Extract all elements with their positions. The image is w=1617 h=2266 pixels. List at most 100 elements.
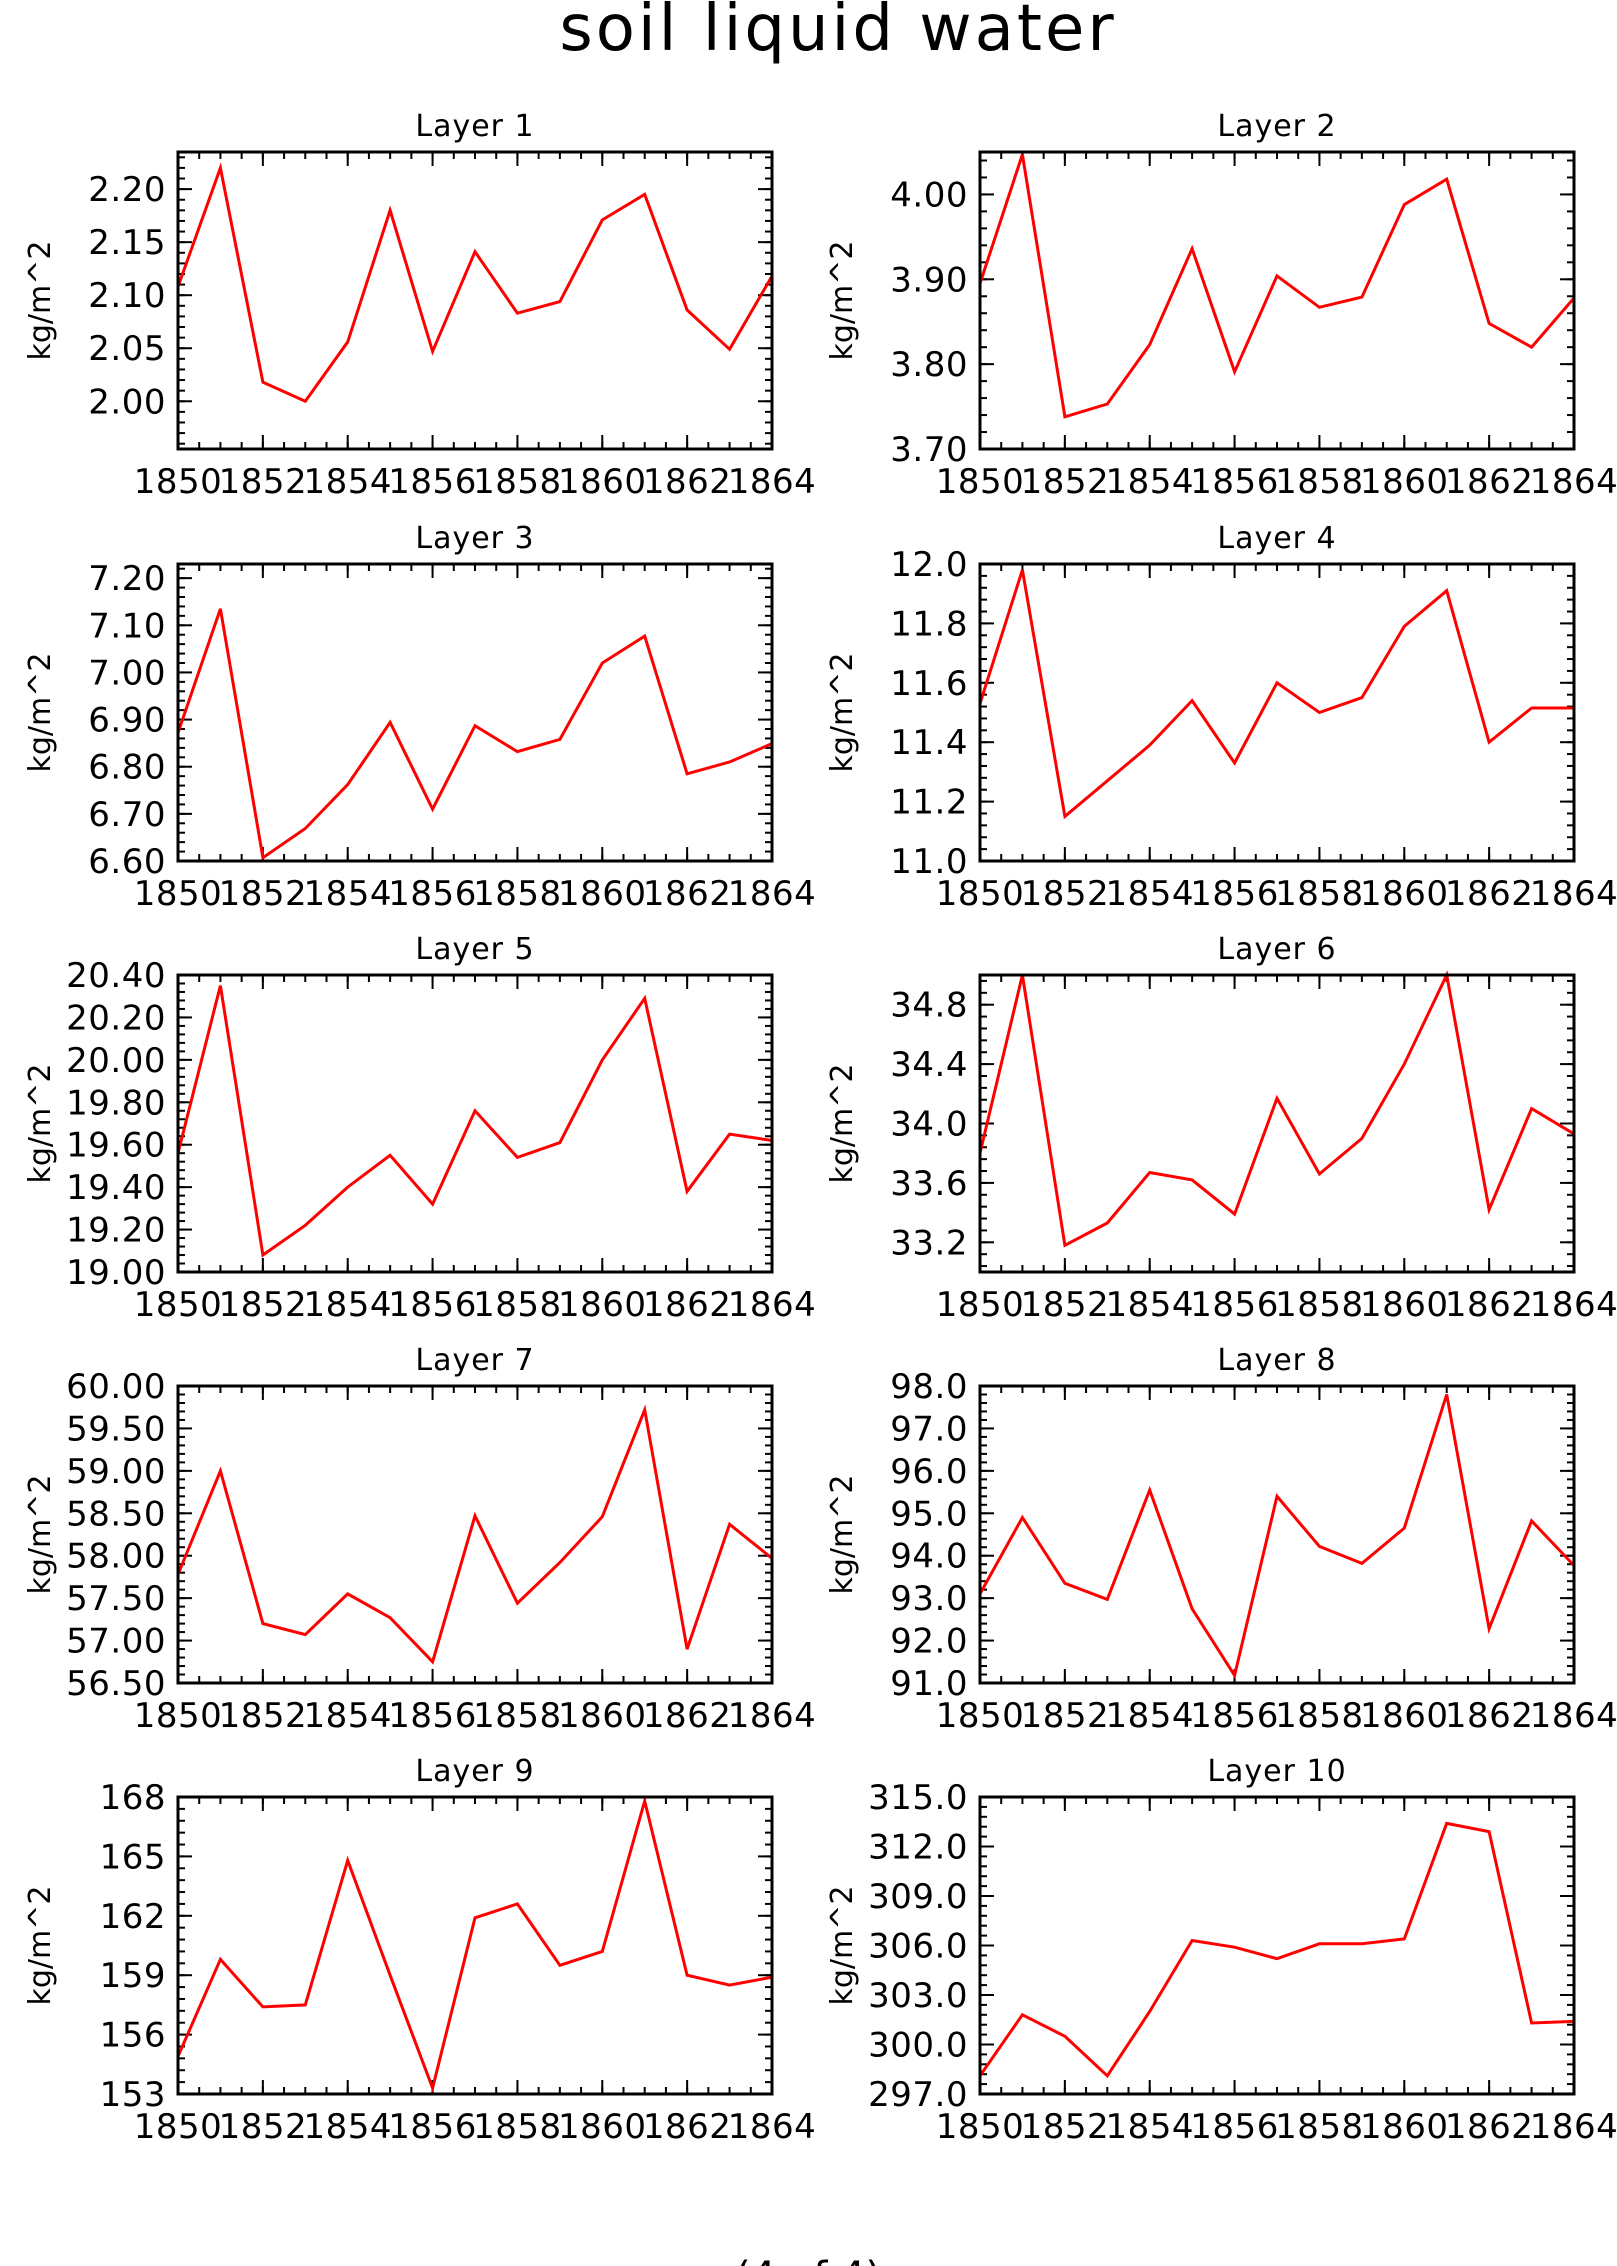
panel-title: Layer 10 [1207,1754,1346,1789]
y-tick-label: 57.00 [66,1622,166,1662]
x-tick-label: 1852 [1021,2107,1110,2147]
x-tick-label: 1852 [219,462,308,502]
y-tick-label: 33.2 [890,1223,968,1263]
x-tick-label: 1860 [558,1285,647,1325]
y-tick-label: 6.70 [88,795,166,835]
series-line [978,970,1575,1248]
x-tick-label: 1856 [1190,874,1279,914]
panel-title: Layer 3 [415,521,534,556]
plot-frame [978,150,1576,451]
y-tick-label: 11.6 [890,664,968,704]
series-line [176,985,773,1258]
y-tick-label: 2.20 [88,170,166,210]
x-tick-label: 1850 [936,462,1025,502]
y-axis-label: kg/m^2 [23,1475,58,1595]
y-tick-label: 6.90 [88,701,166,741]
y-tick-label: 59.00 [66,1452,166,1492]
x-tick-label: 1864 [728,1696,817,1736]
y-tick-label: 19.40 [66,1168,166,1208]
chart-panel-5: Layer 5kg/m^2185018521854185618581860186… [23,932,816,1325]
x-tick-label: 1864 [728,1285,817,1325]
x-tick-label: 1850 [134,462,223,502]
y-tick-label: 58.00 [66,1537,166,1577]
plot-frame [978,973,1576,1274]
y-axis-label: kg/m^2 [825,1886,860,2006]
x-tick-label: 1862 [643,462,732,502]
x-tick-label: 1864 [728,874,817,914]
y-tick-label: 60.00 [66,1367,166,1407]
y-tick-label: 3.80 [890,345,968,385]
chart-panel-6: Layer 6kg/m^2185018521854185618581860186… [825,932,1617,1325]
y-tick-label: 11.0 [890,842,968,882]
series-line [176,162,774,404]
y-tick-label: 93.0 [890,1579,968,1619]
x-tick-label: 1854 [1105,2107,1194,2147]
x-tick-label: 1860 [1360,2107,1449,2147]
y-tick-label: 91.0 [890,1664,968,1704]
y-tick-label: 11.2 [890,783,968,823]
x-tick-label: 1852 [219,874,308,914]
figure-title: soil liquid water [559,0,1116,66]
y-tick-label: 59.50 [66,1409,166,1449]
x-tick-label: 1858 [473,874,562,914]
x-tick-label: 1850 [936,2107,1025,2147]
y-tick-label: 309.0 [868,1877,968,1917]
x-tick-label: 1852 [1021,462,1110,502]
y-axis-label: kg/m^2 [825,241,860,361]
x-tick-label: 1856 [1190,462,1279,502]
figure-footer: (4 of 4) [735,2254,881,2266]
x-tick-label: 1854 [1105,874,1194,914]
y-axis-label: kg/m^2 [23,1064,58,1184]
y-axis-label: kg/m^2 [825,653,860,773]
panel-title: Layer 9 [415,1754,534,1789]
chart-panels: Layer 1kg/m^2185018521854185618581860186… [23,109,1617,2147]
y-tick-label: 56.50 [66,1664,166,1704]
y-tick-label: 11.8 [890,604,968,644]
y-tick-label: 165 [100,1837,166,1877]
y-tick-label: 96.0 [890,1452,968,1492]
chart-panel-4: Layer 4kg/m^2185018521854185618581860186… [825,521,1617,914]
y-tick-label: 34.0 [890,1105,968,1145]
y-tick-label: 20.40 [66,956,166,996]
x-tick-label: 1858 [473,2107,562,2147]
y-tick-label: 2.10 [88,276,166,316]
x-tick-label: 1862 [643,1696,732,1736]
x-tick-label: 1864 [728,2107,817,2147]
y-axis-label: kg/m^2 [825,1475,860,1595]
y-tick-label: 156 [100,2016,166,2056]
x-tick-label: 1862 [1445,2107,1534,2147]
x-tick-label: 1862 [1445,1285,1534,1325]
y-tick-label: 95.0 [890,1494,968,1534]
x-tick-label: 1852 [1021,1696,1110,1736]
plot-frame [176,1795,774,2096]
plot-frame [176,150,774,451]
x-tick-label: 1860 [558,874,647,914]
x-tick-label: 1862 [643,2107,732,2147]
plot-frame [176,1384,774,1685]
y-tick-label: 3.90 [890,260,968,300]
x-tick-label: 1856 [388,1696,477,1736]
x-tick-label: 1854 [303,874,392,914]
y-tick-label: 19.20 [66,1211,166,1251]
x-tick-label: 1850 [134,874,223,914]
x-tick-label: 1862 [643,1285,732,1325]
x-tick-label: 1856 [1190,1285,1279,1325]
x-tick-label: 1858 [1275,1696,1364,1736]
y-tick-label: 297.0 [868,2075,968,2115]
y-tick-label: 6.80 [88,748,166,788]
y-tick-label: 19.80 [66,1083,166,1123]
x-tick-label: 1862 [1445,874,1534,914]
y-tick-label: 306.0 [868,1927,968,1967]
x-tick-label: 1860 [1360,462,1449,502]
plot-frame [978,1384,1576,1685]
x-tick-label: 1860 [1360,874,1449,914]
y-tick-label: 57.50 [66,1579,166,1619]
x-tick-label: 1850 [936,874,1025,914]
x-tick-label: 1856 [388,1285,477,1325]
y-tick-label: 168 [100,1778,166,1818]
x-tick-label: 1858 [473,1285,562,1325]
x-tick-label: 1864 [1530,1696,1617,1736]
x-tick-label: 1854 [303,2107,392,2147]
y-axis-label: kg/m^2 [825,1064,860,1184]
x-tick-label: 1850 [134,2107,223,2147]
